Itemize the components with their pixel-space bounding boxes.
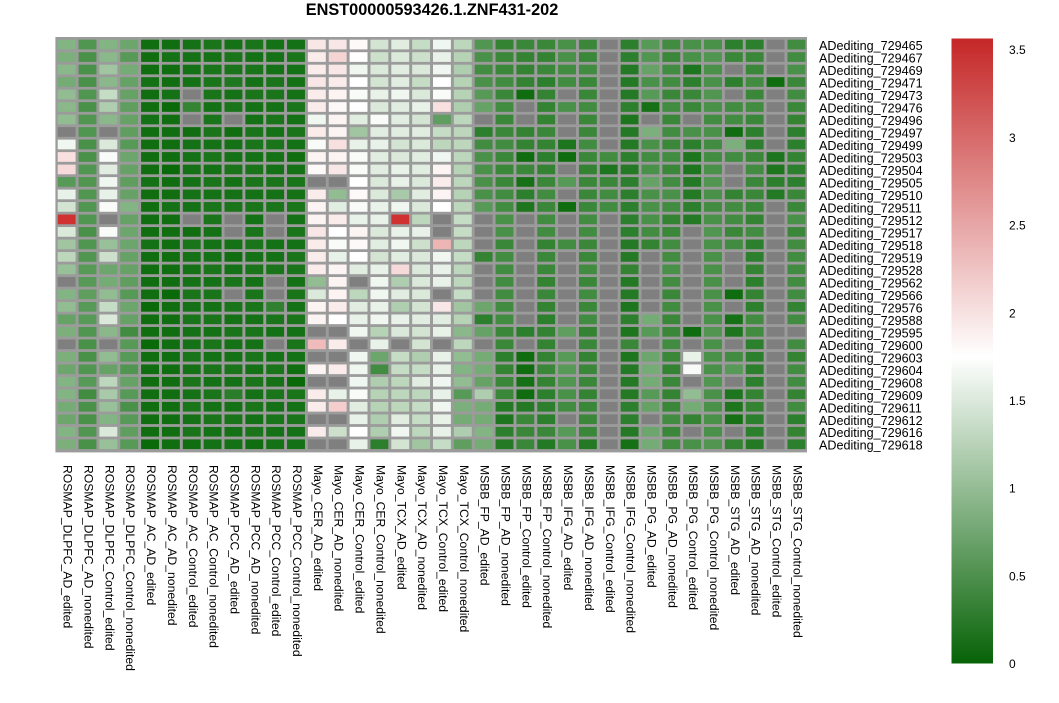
svg-text:1.5: 1.5 [1009,394,1026,408]
svg-text:MSBB_PG_Control_nonedited: MSBB_PG_Control_nonedited [707,465,721,630]
svg-text:ADediting_729469: ADediting_729469 [819,64,923,78]
svg-text:0.5: 0.5 [1009,569,1026,583]
svg-text:ADediting_729518: ADediting_729518 [819,239,923,253]
svg-text:ADediting_729528: ADediting_729528 [819,264,923,278]
svg-text:Mayo_TCX_Control_nonedited: Mayo_TCX_Control_nonedited [457,465,471,632]
svg-text:MSBB_FP_AD_edited: MSBB_FP_AD_edited [478,465,492,586]
svg-text:Mayo_CER_Control_nonedited: Mayo_CER_Control_nonedited [373,465,387,634]
svg-text:ADediting_729473: ADediting_729473 [819,89,923,103]
svg-text:ADediting_729609: ADediting_729609 [819,389,923,403]
svg-text:ROSMAP_AC_AD_nonedited: ROSMAP_AC_AD_nonedited [165,465,179,626]
svg-text:ADediting_729562: ADediting_729562 [819,276,923,290]
svg-text:MSBB_IFG_AD_nonedited: MSBB_IFG_AD_nonedited [582,465,596,611]
svg-text:ADediting_729608: ADediting_729608 [819,376,923,390]
svg-text:ADediting_729503: ADediting_729503 [819,151,923,165]
svg-text:MSBB_PG_AD_edited: MSBB_PG_AD_edited [644,465,658,588]
svg-text:MSBB_PG_Control_edited: MSBB_PG_Control_edited [686,465,700,610]
svg-text:Mayo_CER_Control_edited: Mayo_CER_Control_edited [353,465,367,613]
svg-text:3: 3 [1009,131,1016,145]
svg-text:MSBB_IFG_AD_edited: MSBB_IFG_AD_edited [561,465,575,590]
svg-text:MSBB_STG_AD_edited: MSBB_STG_AD_edited [728,465,742,595]
svg-text:Mayo_CER_AD_edited: Mayo_CER_AD_edited [311,465,325,591]
svg-text:ADediting_729512: ADediting_729512 [819,214,923,228]
svg-text:ENST00000593426.1.ZNF431-202: ENST00000593426.1.ZNF431-202 [306,1,559,19]
svg-text:ROSMAP_PCC_AD_nonedited: ROSMAP_PCC_AD_nonedited [248,465,262,634]
svg-text:ADediting_729499: ADediting_729499 [819,139,923,153]
svg-text:Mayo_TCX_AD_nonedited: Mayo_TCX_AD_nonedited [415,465,429,610]
svg-text:ADediting_729510: ADediting_729510 [819,189,923,203]
svg-text:ADediting_729588: ADediting_729588 [819,314,923,328]
svg-text:Mayo_TCX_AD_edited: Mayo_TCX_AD_edited [394,465,408,590]
svg-text:ROSMAP_PCC_Control_edited: ROSMAP_PCC_Control_edited [269,465,283,636]
svg-text:ROSMAP_DLPFC_Control_edited: ROSMAP_DLPFC_Control_edited [102,465,116,651]
svg-text:ADediting_729465: ADediting_729465 [819,39,923,53]
svg-text:ADediting_729505: ADediting_729505 [819,176,923,190]
svg-text:ADediting_729566: ADediting_729566 [819,289,923,303]
svg-text:ADediting_729616: ADediting_729616 [819,426,923,440]
svg-text:ADediting_729576: ADediting_729576 [819,301,923,315]
svg-text:MSBB_PG_AD_nonedited: MSBB_PG_AD_nonedited [665,465,679,608]
svg-text:3.5: 3.5 [1009,43,1026,57]
svg-text:MSBB_IFG_Control_nonedited: MSBB_IFG_Control_nonedited [624,465,638,633]
svg-text:ROSMAP_AC_AD_edited: ROSMAP_AC_AD_edited [144,465,158,605]
svg-text:ADediting_729603: ADediting_729603 [819,351,923,365]
svg-text:ADediting_729504: ADediting_729504 [819,164,923,178]
svg-text:MSBB_STG_AD_nonedited: MSBB_STG_AD_nonedited [749,465,763,615]
svg-text:MSBB_FP_Control_nonedited: MSBB_FP_Control_nonedited [540,465,554,628]
svg-text:ADediting_729517: ADediting_729517 [819,226,923,240]
svg-text:2.5: 2.5 [1009,219,1026,233]
svg-text:ROSMAP_PCC_Control_nonedited: ROSMAP_PCC_Control_nonedited [290,465,304,657]
svg-text:ROSMAP_AC_Control_edited: ROSMAP_AC_Control_edited [186,465,200,628]
svg-text:ROSMAP_AC_Control_nonedited: ROSMAP_AC_Control_nonedited [207,465,221,648]
svg-text:ROSMAP_DLPFC_AD_nonedited: ROSMAP_DLPFC_AD_nonedited [82,465,96,649]
svg-text:ADediting_729476: ADediting_729476 [819,102,923,116]
svg-text:ADediting_729604: ADediting_729604 [819,364,923,378]
svg-text:ADediting_729467: ADediting_729467 [819,52,923,66]
svg-text:ADediting_729618: ADediting_729618 [819,439,923,453]
svg-text:Mayo_CER_AD_nonedited: Mayo_CER_AD_nonedited [332,465,346,611]
svg-text:ADediting_729496: ADediting_729496 [819,114,923,128]
svg-text:0: 0 [1009,657,1016,671]
svg-text:MSBB_FP_AD_nonedited: MSBB_FP_AD_nonedited [499,465,513,606]
svg-text:ROSMAP_DLPFC_Control_nonedited: ROSMAP_DLPFC_Control_nonedited [123,465,137,671]
svg-text:MSBB_IFG_Control_edited: MSBB_IFG_Control_edited [603,465,617,613]
svg-text:ADediting_729497: ADediting_729497 [819,126,923,140]
svg-text:ADediting_729611: ADediting_729611 [819,401,922,415]
svg-text:ADediting_729519: ADediting_729519 [819,251,923,265]
svg-text:MSBB_STG_Control_nonedited: MSBB_STG_Control_nonedited [790,465,804,638]
svg-text:1: 1 [1009,482,1016,496]
svg-text:ROSMAP_DLPFC_AD_edited: ROSMAP_DLPFC_AD_edited [61,465,75,628]
svg-text:ADediting_729612: ADediting_729612 [819,414,923,428]
svg-text:ROSMAP_PCC_AD_edited: ROSMAP_PCC_AD_edited [227,465,241,614]
svg-text:MSBB_STG_Control_edited: MSBB_STG_Control_edited [770,465,784,617]
svg-text:2: 2 [1009,306,1016,320]
svg-text:ADediting_729595: ADediting_729595 [819,326,923,340]
svg-text:ADediting_729511: ADediting_729511 [819,201,922,215]
svg-text:ADediting_729471: ADediting_729471 [819,77,923,91]
svg-text:Mayo_TCX_Control_edited: Mayo_TCX_Control_edited [436,465,450,612]
svg-text:ADediting_729600: ADediting_729600 [819,339,923,353]
svg-text:MSBB_FP_Control_edited: MSBB_FP_Control_edited [519,465,533,608]
